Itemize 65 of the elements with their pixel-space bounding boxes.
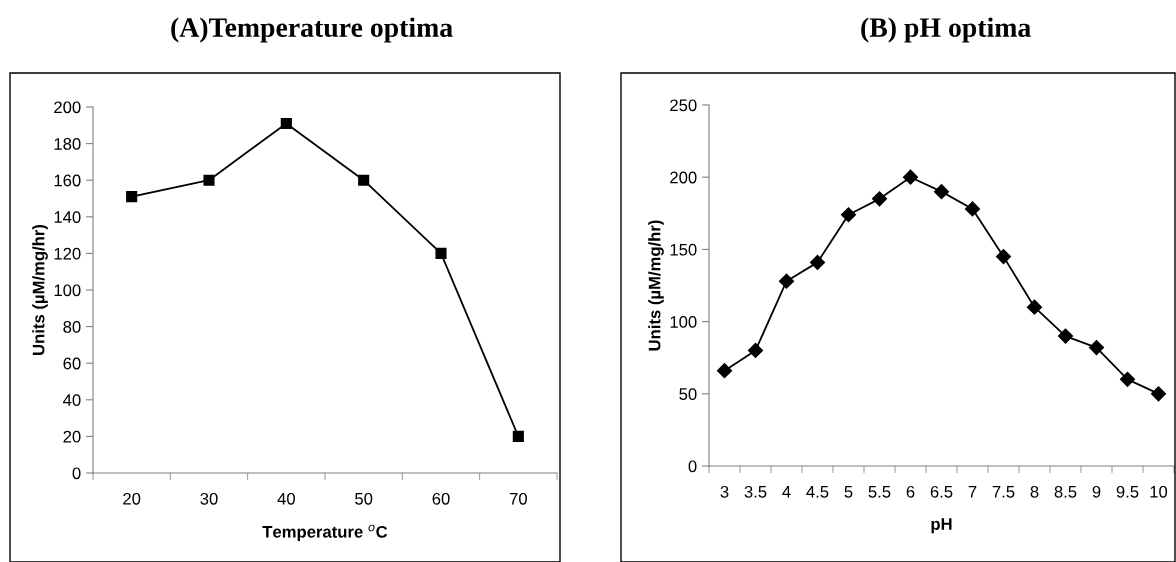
point: [778, 273, 795, 289]
x-tick-label: 5: [844, 486, 853, 498]
y-axis-title: Units (µM/mg/hr): [32, 224, 48, 355]
x-tick-label: 50: [355, 492, 373, 505]
point: [933, 184, 950, 200]
x-tick-label: 3.5: [744, 485, 767, 498]
y-tick-label: 100: [54, 284, 81, 297]
y-tick-label: 200: [54, 101, 81, 114]
y-tick-label: 100: [670, 316, 697, 328]
y-tick-label: 50: [679, 388, 697, 400]
x-axis-title: pH: [931, 518, 952, 534]
point: [716, 363, 733, 379]
point: [995, 249, 1012, 265]
x-tick-label: 7: [968, 486, 977, 498]
y-tick-label: 200: [670, 171, 697, 184]
chart-title: (A)Temperature optima: [171, 17, 453, 43]
x-tick-label: 40: [277, 492, 295, 505]
x-axis-title: Temperature $^{o}$C: [262, 524, 388, 542]
point: [747, 342, 764, 359]
point: [280, 117, 292, 130]
x-tick-label: 6: [906, 485, 915, 498]
point: [871, 191, 888, 207]
x-tick-label: 5.5: [868, 486, 891, 498]
point: [1088, 340, 1105, 356]
x-tick-label: 4: [782, 486, 791, 498]
y-tick-label: 0: [72, 467, 81, 480]
x-tick-label: 8.5: [1054, 485, 1077, 498]
x-tick-label: 70: [509, 492, 527, 505]
y-tick-label: 120: [54, 247, 81, 260]
chart-title: (B) pH optima: [861, 17, 1031, 43]
point: [1119, 371, 1136, 387]
x-tick-label: 30: [200, 492, 218, 505]
y-tick-label: 20: [63, 430, 81, 443]
x-tick-label: 7.5: [992, 486, 1015, 498]
x-tick-label: 8: [1030, 485, 1039, 498]
y-axis-title: Units (µM/mg/hr): [648, 220, 664, 351]
y-tick-label: 140: [54, 211, 81, 223]
y-tick-label: 80: [63, 321, 81, 333]
point: [1150, 386, 1167, 402]
x-tick-label: 20: [123, 492, 141, 505]
point: [840, 207, 857, 223]
point: [902, 169, 919, 185]
y-tick-label: 60: [63, 357, 81, 370]
x-tick-label: 9.5: [1116, 485, 1139, 498]
point: [358, 174, 370, 186]
y-tick-label: 180: [54, 138, 81, 150]
y-tick-label: 0: [688, 460, 697, 473]
point: [512, 430, 524, 442]
point: [435, 247, 447, 259]
point: [1026, 299, 1043, 315]
point: [964, 201, 981, 217]
point: [126, 191, 138, 203]
x-tick-label: 10: [1150, 485, 1168, 498]
y-tick-label: 40: [63, 394, 81, 406]
point: [809, 254, 826, 270]
x-tick-label: 6.5: [930, 485, 953, 498]
x-tick-label: 60: [432, 492, 450, 505]
point: [203, 174, 215, 186]
x-tick-label: 3: [720, 485, 729, 498]
point: [1057, 328, 1074, 344]
y-tick-label: 150: [670, 243, 697, 256]
y-tick-label: 160: [54, 174, 81, 187]
x-tick-label: 9: [1092, 485, 1101, 498]
x-tick-label: 4.5: [806, 486, 829, 498]
y-tick-label: 250: [670, 99, 697, 112]
